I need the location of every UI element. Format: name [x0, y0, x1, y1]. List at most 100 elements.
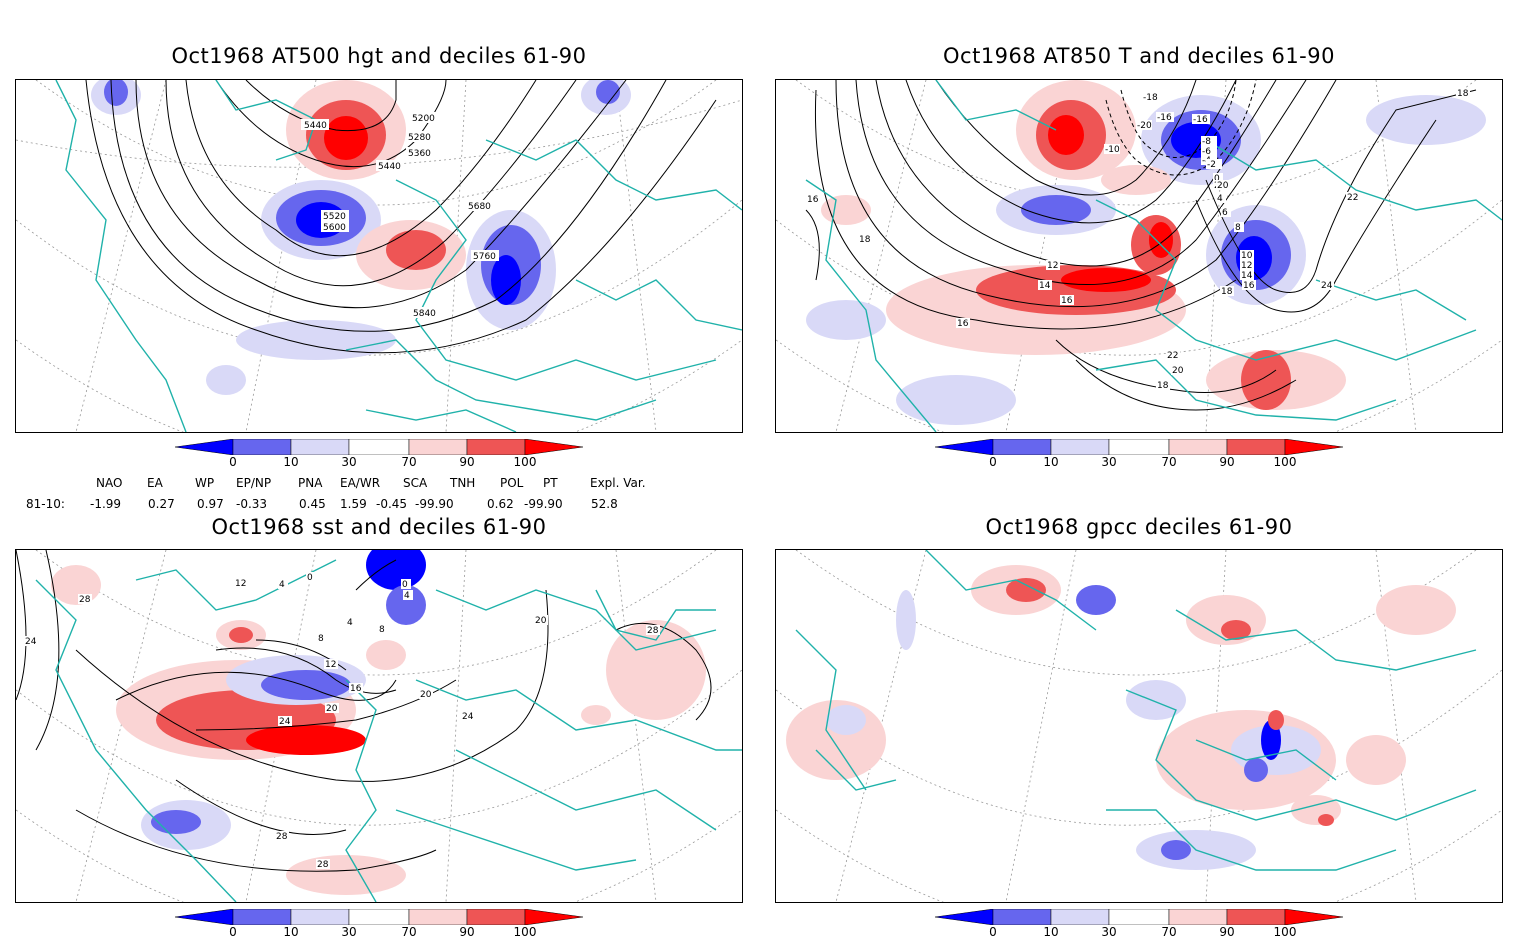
colorbar-tick: 100 [513, 455, 537, 469]
contour-label: -10 [1105, 145, 1120, 155]
contour-label: 24 [279, 717, 291, 727]
contour-label: -20 [1137, 121, 1152, 131]
contour-label: 5440 [304, 121, 327, 131]
contour-label: 4 [404, 591, 410, 601]
contour-label: 5280 [408, 133, 431, 143]
index-value: 0.27 [148, 497, 175, 511]
contour-label: 12 [1241, 261, 1252, 271]
colorbar-tick: 30 [1101, 455, 1117, 469]
contour-label: 16 [1243, 281, 1255, 291]
map-panel-gpcc [775, 549, 1503, 903]
contour-label: 5760 [473, 252, 496, 262]
contour-label: 28 [79, 595, 91, 605]
index-value: -99.90 [524, 497, 563, 511]
index-value: -0.45 [376, 497, 408, 511]
colorbar-tick: 0 [989, 455, 997, 469]
map-temp: -20 -18 -16 -10 -8 -6 -4 -2 0 2 4 6 8 10… [776, 80, 1502, 432]
contour-label: 18 [1221, 287, 1233, 297]
index-header: SCA [403, 476, 428, 490]
contour-label: 5600 [323, 223, 346, 233]
colorbar-tick: 100 [1273, 925, 1297, 939]
contour-label: 12 [1047, 261, 1058, 271]
contour-label: 12 [325, 660, 336, 670]
contour-label: -18 [1143, 93, 1158, 103]
index-header: WP [195, 476, 215, 490]
contour-label: 20 [535, 616, 547, 626]
contour-label: -8 [1202, 137, 1211, 147]
contour-label: 8 [1235, 223, 1241, 233]
colorbar-tick: 70 [1161, 455, 1177, 469]
colorbar-tick: 10 [283, 925, 299, 939]
panel-title-gpcc: Oct1968 gpcc deciles 61-90 [985, 515, 1293, 539]
contour-label: 16 [1061, 296, 1073, 306]
colorbar-tick: 30 [341, 455, 357, 469]
index-header: POL [500, 476, 524, 490]
contour-label: 16 [807, 195, 819, 205]
colorbar-graphic [935, 909, 1344, 925]
colorbar-hgt: 0 10 30 70 90 100 [175, 439, 595, 479]
contour-label: 6 [1222, 208, 1228, 218]
colorbar-graphic [175, 439, 584, 455]
index-value: 0.62 [487, 497, 514, 511]
contour-label: 18 [1157, 381, 1169, 391]
index-row-label: 81-10: [26, 497, 65, 511]
contour-label: 22 [1347, 193, 1358, 203]
index-header: Expl. Var. [590, 476, 646, 490]
contour-label: 8 [318, 634, 324, 644]
contour-label: 28 [647, 626, 659, 636]
map-panel-hgt: 5440 5200 5280 5360 5440 5520 5600 5680 … [15, 79, 743, 433]
index-value: -1.99 [90, 497, 122, 511]
map-sst: 28 24 12 4 0 0 4 4 8 8 12 16 20 24 20 24… [16, 550, 742, 902]
contour-label: 5520 [323, 212, 346, 222]
index-header: TNH [450, 476, 476, 490]
colorbar-tick: 70 [401, 925, 417, 939]
contour-label: 5680 [468, 202, 491, 212]
index-header: NAO [96, 476, 123, 490]
contour-label: 20 [326, 704, 338, 714]
contour-label: 20 [420, 690, 432, 700]
contour-label: 14 [1039, 281, 1051, 291]
colorbar-tick: 90 [1219, 455, 1235, 469]
contour-label: -16 [1193, 115, 1208, 125]
index-value: 1.59 [340, 497, 367, 511]
index-value: 0.97 [197, 497, 224, 511]
map-panel-sst: 28 24 12 4 0 0 4 4 8 8 12 16 20 24 20 24… [15, 549, 743, 903]
index-header: PT [543, 476, 558, 490]
colorbar-temp: 0 10 30 70 90 100 [935, 439, 1355, 479]
contour-label: 4 [279, 580, 285, 590]
index-value: -0.33 [236, 497, 268, 511]
index-value: 52.8 [591, 497, 618, 511]
index-header: EA [147, 476, 163, 490]
map-panel-temp: -20 -18 -16 -10 -8 -6 -4 -2 0 2 4 6 8 10… [775, 79, 1503, 433]
contour-label: 4 [1217, 194, 1223, 204]
colorbar-tick: 30 [341, 925, 357, 939]
colorbar-tick: 10 [1043, 925, 1059, 939]
contour-label: 24 [25, 637, 37, 647]
contour-label: 24 [462, 712, 474, 722]
contour-label: 12 [235, 579, 246, 589]
colorbar-gpcc: 0 10 30 70 90 100 [935, 909, 1355, 949]
colorbar-tick: 90 [459, 455, 475, 469]
index-header: EA/WR [340, 476, 381, 490]
contour-label: 22 [1167, 351, 1178, 361]
index-value: -99.90 [415, 497, 454, 511]
contour-label: -6 [1202, 147, 1211, 157]
contour-label: 5360 [408, 149, 431, 159]
contour-label: 8 [379, 625, 385, 635]
colorbar-tick: 70 [1161, 925, 1177, 939]
colorbar-tick: 90 [1219, 925, 1235, 939]
colorbar-tick: 90 [459, 925, 475, 939]
contour-label: 4 [347, 618, 353, 628]
colorbar-tick: 100 [1273, 455, 1297, 469]
colorbar-tick: 10 [1043, 455, 1059, 469]
colorbar-tick: 0 [229, 925, 237, 939]
colorbar-sst: 0 10 30 70 90 100 [175, 909, 595, 949]
contour-label: 20 [1172, 366, 1184, 376]
map-gpcc [776, 550, 1502, 902]
index-header: PNA [298, 476, 323, 490]
colorbar-tick: 100 [513, 925, 537, 939]
colorbar-tick: 10 [283, 455, 299, 469]
panel-title-hgt: Oct1968 AT500 hgt and deciles 61-90 [171, 44, 587, 68]
contour-label: 5200 [412, 114, 435, 124]
contour-label: 0 [307, 573, 313, 583]
